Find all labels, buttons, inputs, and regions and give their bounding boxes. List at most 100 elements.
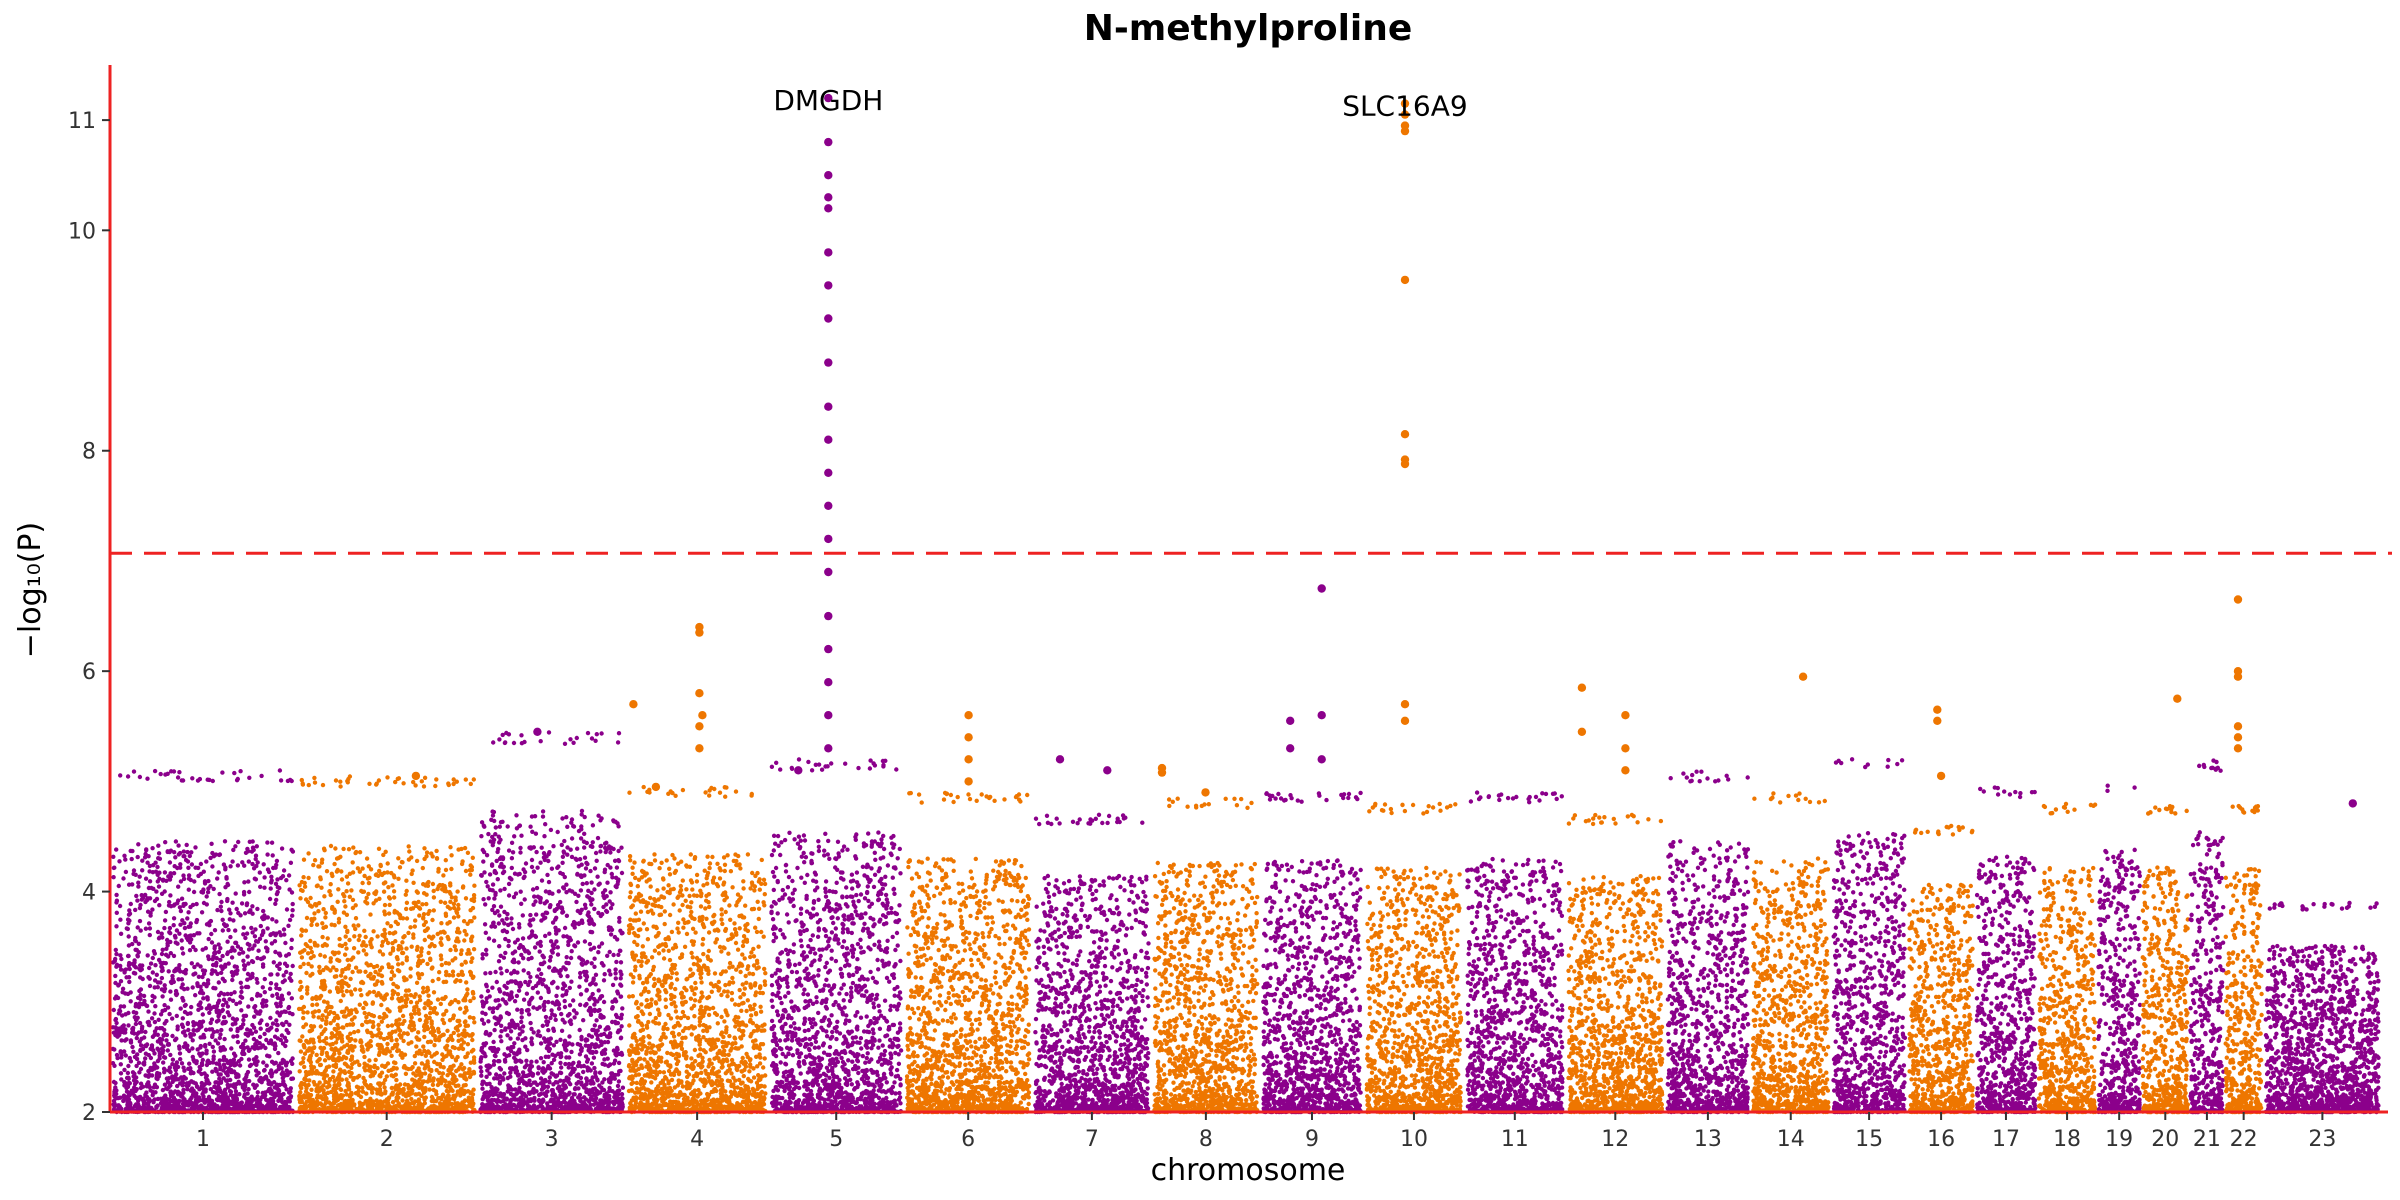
peak-point-chr10-9: [1400, 716, 1410, 725]
peak-point-chr3-0: [533, 727, 542, 736]
chromosome-23-points: [2263, 799, 2381, 1115]
peak-point-chr4-3: [698, 711, 707, 720]
x-tick-label-chr12: 12: [1601, 1127, 1629, 1152]
chromosome-20-points: [2140, 694, 2190, 1115]
chromosome-3-points: [478, 727, 626, 1115]
x-tick-label-chr19: 19: [2105, 1127, 2133, 1152]
x-tick-label-chr15: 15: [1855, 1127, 1883, 1152]
chromosome-8-bulk: [1152, 796, 1260, 1115]
chromosome-21-bulk: [2188, 758, 2226, 1115]
chromosome-14-points: [1750, 672, 1831, 1115]
chromosome-15-bulk: [1831, 757, 1908, 1115]
peak-point-chr16-1: [1933, 716, 1942, 725]
peak-point-chr5-11: [824, 468, 833, 477]
chromosome-5-points: [769, 93, 904, 1115]
chromosome-6-points: [904, 711, 1032, 1115]
peak-point-chr4-7: [651, 782, 661, 792]
x-axis-title: chromosome: [1151, 1153, 1346, 1188]
chromosome-7-bulk: [1033, 812, 1151, 1115]
x-tick-label-chr10: 10: [1400, 1127, 1428, 1152]
peak-point-chr22-3: [2233, 722, 2243, 731]
peak-point-chr5-0: [824, 93, 833, 103]
chromosome-1-points: [110, 768, 296, 1115]
chromosome-11-bulk: [1465, 790, 1565, 1115]
x-tick-label-chr21: 21: [2193, 1127, 2221, 1152]
chromosome-9-points: [1261, 584, 1363, 1115]
peak-point-chr5-15: [824, 611, 833, 621]
peak-point-chr6-3: [964, 777, 973, 786]
peak-point-chr4-4: [695, 722, 704, 731]
peak-point-chr10-3: [1400, 126, 1410, 136]
x-tick-label-chr6: 6: [961, 1127, 975, 1152]
peak-point-chr16-2: [1936, 771, 1946, 781]
chromosome-10-points: [1364, 99, 1464, 1115]
x-tick-label-chr18: 18: [2053, 1127, 2081, 1152]
y-axis-title: −log₁₀(P): [13, 522, 48, 658]
peak-point-chr12-0: [1577, 683, 1587, 692]
peak-point-chr6-1: [964, 733, 973, 742]
x-tick-label-chr1: 1: [196, 1127, 210, 1152]
chromosome-13-bulk: [1665, 769, 1751, 1115]
peak-point-chr10-8: [1400, 700, 1410, 709]
peak-point-chr7-1: [1103, 766, 1112, 775]
chromosome-2-bulk: [296, 774, 477, 1115]
peak-point-chr12-1: [1577, 727, 1587, 736]
peak-point-chr14-0: [1798, 672, 1808, 681]
chromosome-16-bulk: [1907, 823, 1975, 1115]
peak-point-chr20-0: [2173, 694, 2182, 703]
x-tick-label-chr5: 5: [829, 1127, 843, 1152]
chromosome-10-bulk: [1364, 801, 1464, 1115]
x-tick-label-chr16: 16: [1927, 1127, 1955, 1152]
x-tick-label-chr14: 14: [1777, 1127, 1805, 1152]
chromosome-6-bulk: [904, 790, 1032, 1115]
chromosome-12-bulk: [1566, 812, 1665, 1115]
peak-point-chr5-16: [824, 644, 833, 654]
y-tick-label: 11: [68, 109, 96, 134]
peak-point-chr5-3: [824, 193, 833, 202]
chromosome-11-points: [1465, 790, 1565, 1115]
peak-point-chr10-1: [1400, 110, 1410, 119]
chromosome-19-bulk: [2096, 783, 2143, 1115]
peak-point-chr8-2: [1201, 788, 1210, 797]
chromosome-17-points: [1974, 785, 2038, 1115]
chromosome-5-bulk: [769, 757, 904, 1115]
peak-point-chr2-0: [411, 771, 421, 781]
x-tick-label-chr7: 7: [1085, 1127, 1099, 1152]
peak-point-chr22-2: [2233, 672, 2243, 681]
chromosome-14-bulk: [1750, 791, 1831, 1115]
x-tick-label-chr9: 9: [1305, 1127, 1319, 1152]
chromosome-12-points: [1566, 683, 1665, 1115]
peak-point-chr22-0: [2233, 595, 2243, 604]
x-tick-label-chr2: 2: [380, 1127, 394, 1152]
y-tick-label: 10: [68, 219, 96, 244]
y-axis-ticks: 2 4 6 8 10 11: [68, 109, 110, 1126]
chromosome-9-bulk: [1261, 790, 1363, 1115]
x-tick-label-chr23: 23: [2308, 1127, 2336, 1152]
chromosome-23-bulk: [2263, 900, 2381, 1115]
chromosome-21-points: [2188, 758, 2226, 1115]
peak-point-chr10-5: [1400, 430, 1410, 439]
peak-point-chr7-0: [1055, 755, 1065, 764]
annotation-dmgdh: DMGDH: [773, 84, 883, 117]
annotation-slc16a9: SLC16A9: [1342, 90, 1468, 123]
x-tick-label-chr20: 20: [2151, 1127, 2179, 1152]
peak-point-chr9-1: [1286, 716, 1295, 725]
peak-point-chr9-3: [1317, 711, 1326, 720]
chromosome-18-points: [2036, 801, 2098, 1115]
peak-point-chr5-19: [824, 744, 833, 753]
peak-point-chr10-0: [1400, 99, 1410, 108]
peak-point-chr9-0: [1317, 584, 1326, 593]
chromosome-22-points: [2223, 595, 2264, 1115]
x-tick-label-chr4: 4: [690, 1127, 704, 1152]
peak-point-chr6-2: [964, 755, 973, 764]
chromosome-8-points: [1152, 763, 1260, 1115]
chromosome-3-bulk: [478, 730, 626, 1115]
peak-point-chr5-13: [824, 534, 833, 544]
chromosome-4-bulk: [626, 784, 768, 1115]
x-tick-label-chr13: 13: [1694, 1127, 1722, 1152]
y-tick-label: 6: [82, 660, 96, 685]
peak-point-chr5-10: [824, 435, 833, 444]
x-tick-label-chr22: 22: [2230, 1127, 2258, 1152]
peak-point-chr5-7: [824, 314, 833, 323]
